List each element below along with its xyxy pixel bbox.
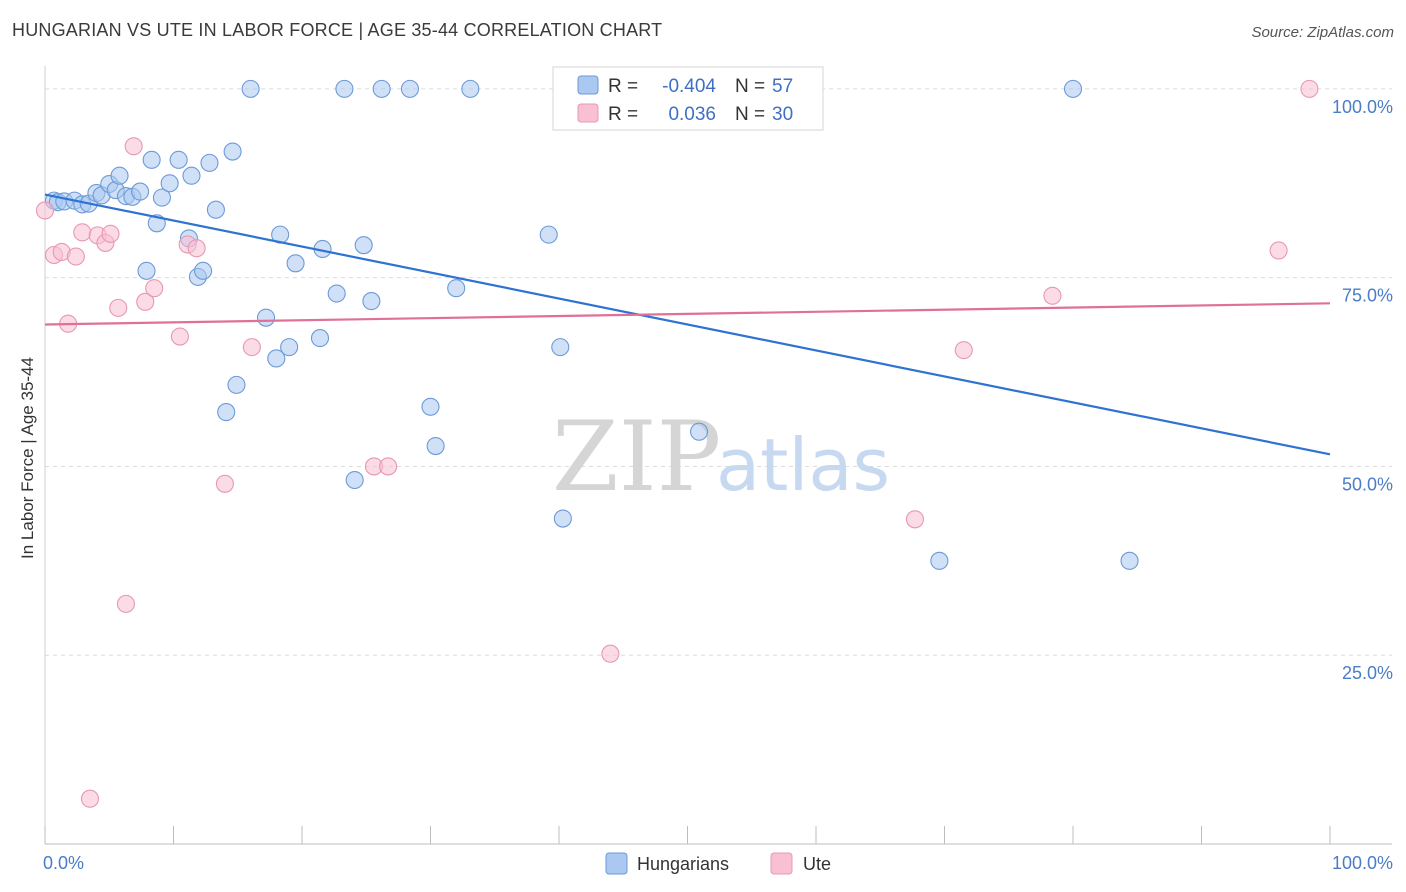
- point-hungarians-23: [194, 261, 213, 280]
- tick-labels: 25.0% 50.0% 75.0% 100.0% 0.0% 100.0%: [43, 97, 1393, 873]
- point-hungarians-34: [286, 254, 305, 273]
- point-hungarians-14: [137, 261, 156, 280]
- point-hungarians-31: [267, 349, 286, 368]
- point-hungarians-56: [1120, 551, 1139, 570]
- point-hungarians-35: [310, 329, 330, 348]
- chart-source: Source: ZipAtlas.com: [1251, 24, 1394, 41]
- point-hungarians-38: [335, 79, 354, 98]
- point-ute-9: [101, 224, 120, 243]
- point-ute-5: [73, 223, 92, 242]
- legend-n-label-hungarians: N =: [735, 76, 765, 97]
- point-hungarians-21: [182, 166, 201, 185]
- y-tick-label-3: 100.0%: [1332, 97, 1393, 117]
- point-hungarians-42: [372, 79, 391, 98]
- point-ute-4: [66, 247, 85, 266]
- point-hungarians-49: [551, 338, 570, 357]
- point-hungarians-17: [152, 188, 171, 207]
- point-ute-18: [215, 474, 234, 493]
- point-ute-21: [379, 457, 398, 476]
- point-hungarians-33: [280, 338, 299, 357]
- point-hungarians-13: [131, 182, 150, 201]
- y-tick-label-1: 50.0%: [1342, 474, 1393, 494]
- point-ute-14: [145, 279, 164, 298]
- point-hungarians-25: [206, 200, 225, 219]
- series-legend: Hungarians Ute: [605, 852, 831, 875]
- point-ute-29: [1300, 79, 1319, 98]
- chart-title: HUNGARIAN VS UTE IN LABOR FORCE | AGE 35…: [12, 20, 663, 40]
- trend-line-hungarians: [44, 193, 1331, 456]
- x-tick-label-0: 0.0%: [43, 853, 84, 873]
- point-hungarians-46: [447, 279, 466, 298]
- bottom-legend-swatch-hungarians: [605, 852, 628, 875]
- watermark-atlas: atlas: [716, 423, 890, 507]
- point-hungarians-52: [690, 422, 709, 441]
- point-ute-12: [124, 137, 143, 156]
- point-hungarians-37: [327, 284, 346, 303]
- point-ute-11: [116, 594, 136, 613]
- point-hungarians-28: [227, 375, 246, 394]
- point-ute-25: [905, 510, 924, 529]
- legend-swatch-ute: [577, 103, 599, 123]
- watermark-zip: ZIP: [552, 401, 721, 513]
- legend-swatch-hungarians: [577, 75, 599, 95]
- legend-n-value-hungarians: 57: [772, 76, 793, 97]
- point-hungarians-30: [256, 308, 276, 327]
- grid-lines: [45, 88, 1392, 656]
- trend-line-ute: [44, 302, 1331, 326]
- bottom-legend-label-ute: Ute: [803, 854, 831, 874]
- legend-r-value-hungarians: -0.404: [662, 76, 716, 97]
- point-ute-28: [1269, 241, 1288, 260]
- watermark: ZIP atlas: [552, 401, 890, 513]
- point-ute-19: [242, 338, 261, 357]
- point-hungarians-26: [217, 403, 236, 422]
- point-hungarians-48: [539, 225, 558, 244]
- point-ute-26: [954, 341, 973, 360]
- data-points: [35, 79, 1319, 808]
- point-ute-17: [187, 239, 206, 258]
- point-hungarians-40: [354, 236, 373, 255]
- point-ute-27: [1043, 286, 1062, 305]
- bottom-legend-swatch-ute: [770, 852, 793, 875]
- x-tick-label-1: 100.0%: [1332, 853, 1393, 873]
- legend-r-label-ute: R =: [608, 104, 638, 125]
- point-ute-6: [80, 789, 100, 808]
- point-ute-15: [170, 327, 189, 346]
- point-ute-22: [601, 644, 620, 663]
- point-hungarians-29: [241, 79, 260, 98]
- legend-n-value-ute: 30: [772, 104, 793, 125]
- point-hungarians-41: [362, 292, 381, 311]
- legend-r-value-ute: 0.036: [668, 104, 716, 125]
- point-hungarians-54: [930, 551, 949, 570]
- point-hungarians-24: [200, 153, 219, 172]
- bottom-legend-label-hungarians: Hungarians: [637, 854, 729, 874]
- point-ute-10: [109, 298, 128, 317]
- point-hungarians-18: [160, 174, 179, 193]
- legend-r-label-hungarians: R =: [608, 76, 638, 97]
- point-hungarians-44: [421, 397, 440, 416]
- point-hungarians-45: [426, 437, 445, 456]
- point-hungarians-10: [110, 166, 129, 185]
- correlation-legend: R = -0.404 N = 57 R = 0.036 N = 30: [552, 66, 824, 131]
- point-hungarians-39: [345, 470, 364, 490]
- y-tick-label-2: 75.0%: [1342, 286, 1393, 306]
- point-ute-0: [35, 201, 55, 220]
- point-hungarians-15: [142, 150, 161, 169]
- legend-n-label-ute: N =: [735, 104, 765, 125]
- axes: [44, 66, 1392, 845]
- point-hungarians-27: [223, 142, 242, 161]
- point-hungarians-47: [461, 79, 480, 98]
- point-hungarians-43: [400, 79, 419, 98]
- point-hungarians-19: [169, 150, 188, 169]
- point-hungarians-55: [1063, 79, 1083, 98]
- y-axis-title: In Labor Force | Age 35-44: [18, 357, 37, 559]
- trend-lines: [44, 193, 1331, 456]
- y-tick-label-0: 25.0%: [1342, 663, 1393, 683]
- point-ute-13: [136, 292, 155, 311]
- point-hungarians-50: [553, 509, 572, 528]
